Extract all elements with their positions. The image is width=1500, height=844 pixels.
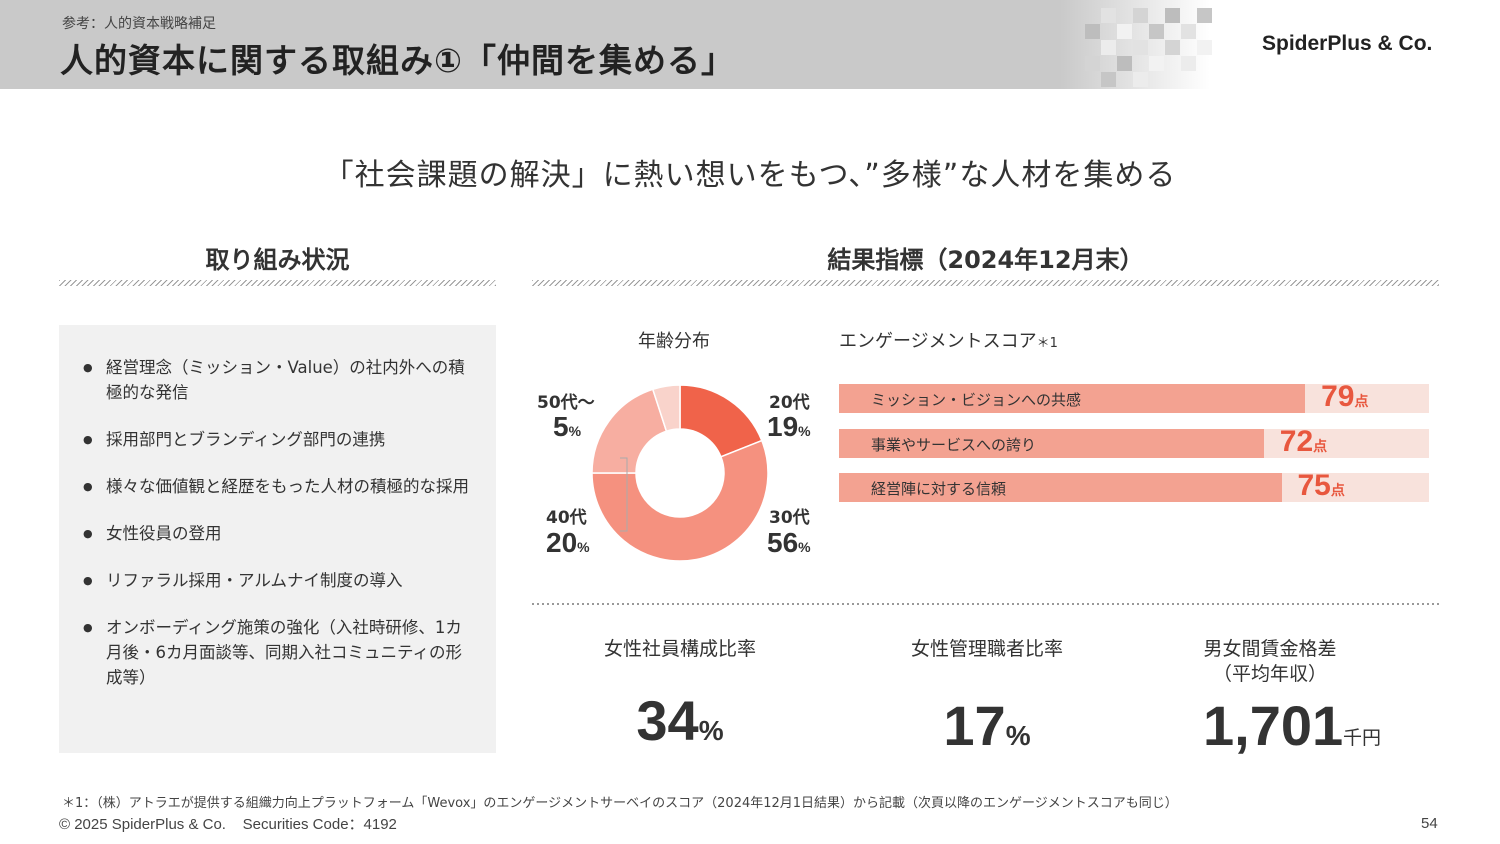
kpi-unit-wage-gap: 千円 — [1343, 727, 1382, 749]
donut-slice-40代 — [591, 388, 668, 474]
footnote: ＊1：（株）アトラエが提供する組織力向上プラットフォーム「Wevox」のエンゲー… — [62, 796, 1178, 811]
header-band: 参考：人的資本戦略補足 人的資本に関する取組み①「仲間を集める」 SpiderP… — [0, 0, 1500, 89]
kpi-value-female-manager-ratio: 17% — [943, 694, 1031, 757]
age-40-label: 40代 — [546, 508, 587, 528]
age-30-value: 56% — [767, 527, 811, 558]
page-number: 54 — [1421, 815, 1438, 832]
age-50-value: 5% — [553, 411, 582, 442]
bar-score: 75点 — [1297, 469, 1345, 502]
leader-line — [620, 457, 628, 532]
list-item: 女性役員の登用 — [83, 521, 478, 546]
list-item: リファラル採用・アルムナイ制度の導入 — [83, 568, 478, 593]
engagement-bar: 経営陣に対する信頼 75点 — [839, 469, 1429, 502]
kpi-wage-gap-title: 男女間賃金格差 — [1203, 638, 1337, 660]
header-subtitle: 参考：人的資本戦略補足 — [62, 16, 216, 32]
header-background — [0, 0, 1210, 89]
kpi-label-female-ratio: 女性社員構成比率 — [603, 638, 756, 660]
initiatives-list: 経営理念（ミッション・Value）の社内外への積極的な発信 採用部門とブランディ… — [59, 325, 496, 690]
age-40-value: 20% — [546, 527, 590, 558]
kpi-value-wage-gap: 1,701 — [1203, 694, 1344, 757]
bar-fill — [839, 473, 1282, 502]
engagement-title: エンゲージメントスコア＊1 — [839, 331, 1058, 352]
bar-fill — [839, 429, 1264, 458]
engagement-bar: ミッション・ビジョンへの共感 79点 — [839, 380, 1429, 413]
bar-label: 経営陣に対する信頼 — [871, 480, 1007, 498]
copyright: © 2025 SpiderPlus & Co. Securities Code：… — [59, 816, 397, 833]
company-logo: SpiderPlus & Co. — [1262, 32, 1433, 55]
donut-slice-30代 — [591, 439, 769, 562]
bar-label: 事業やサービスへの誇り — [871, 436, 1037, 454]
bar-score: 79点 — [1321, 380, 1369, 413]
age-30-label: 30代 — [769, 508, 810, 528]
age-chart-title: 年齢分布 — [638, 331, 710, 352]
right-section-title: 結果指標（2024年12月末） — [827, 246, 1144, 274]
age-donut-chart — [591, 384, 769, 562]
list-item: 様々な価値観と経歴をもった人材の積極的な採用 — [83, 474, 478, 499]
age-50-label: 50代～ — [537, 393, 595, 413]
donut-slice-50代～ — [651, 384, 681, 433]
kpi-value-female-ratio: 34% — [636, 689, 724, 752]
kpi-label-wage-gap: 男女間賃金格差 （平均年収） — [1150, 637, 1390, 687]
list-item: 採用部門とブランディング部門の連携 — [83, 427, 478, 452]
right-hatch-divider — [532, 280, 1439, 286]
kpi-wage-gap-sublabel: （平均年収） — [1212, 663, 1327, 685]
mosaic-decoration — [1085, 0, 1215, 89]
engagement-bar: 事業やサービスへの誇り 72点 — [839, 425, 1429, 458]
left-section-title: 取り組み状況 — [205, 246, 350, 274]
left-hatch-divider — [59, 280, 496, 286]
kpi-label-female-manager-ratio: 女性管理職者比率 — [910, 638, 1063, 660]
list-item: オンボーディング施策の強化（入社時研修、1カ月後・6カ月面談等、同期入社コミュニ… — [83, 615, 478, 690]
age-20-label: 20代 — [769, 393, 810, 413]
tagline: 「社会課題の解決」に熱い想いをもつ、”多様”な人材を集める — [323, 158, 1177, 193]
list-item: 経営理念（ミッション・Value）の社内外への積極的な発信 — [83, 355, 478, 405]
age-20-value: 19% — [767, 411, 811, 442]
bar-fill — [839, 384, 1306, 413]
page-title: 人的資本に関する取組み①「仲間を集める」 — [60, 41, 735, 80]
bar-score: 72点 — [1279, 425, 1328, 458]
initiatives-panel: 経営理念（ミッション・Value）の社内外への積極的な発信 採用部門とブランディ… — [59, 325, 496, 753]
dotted-divider — [532, 603, 1439, 605]
bar-label: ミッション・ビジョンへの共感 — [871, 391, 1082, 409]
